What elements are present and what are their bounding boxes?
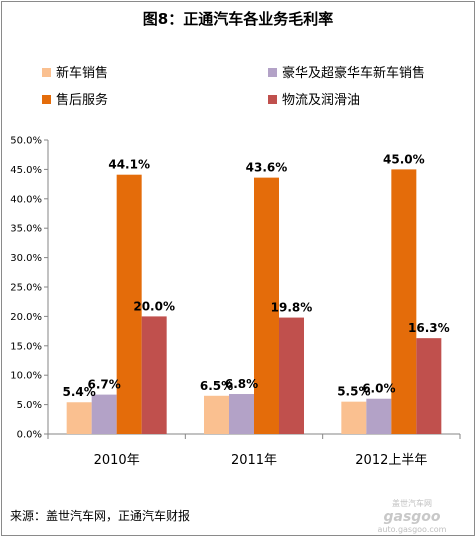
data-label: 20.0%: [133, 299, 175, 313]
y-tick-label: 25.0%: [10, 283, 42, 294]
y-tick-label: 20.0%: [10, 312, 42, 323]
data-label: 5.4%: [63, 385, 96, 399]
y-tick-label: 10.0%: [10, 371, 42, 382]
legend-label: 物流及润滑油: [282, 93, 360, 108]
y-tick-label: 0.0%: [17, 430, 42, 441]
bar: [279, 317, 304, 434]
watermark-url: auto.gasgoo.com: [378, 525, 447, 534]
legend-label: 新车销售: [56, 65, 108, 81]
bar: [66, 402, 92, 434]
data-label: 19.8%: [271, 301, 313, 315]
x-tick-label: 2011年: [231, 453, 277, 468]
y-tick-label: 35.0%: [10, 224, 42, 235]
watermark-tagline: 盖世汽车网: [392, 498, 432, 508]
bar: [416, 338, 442, 434]
bar: [366, 398, 392, 434]
data-label: 6.8%: [225, 377, 258, 391]
x-tick-label: 2010年: [94, 453, 140, 468]
data-label: 6.7%: [88, 378, 121, 392]
bar: [391, 169, 417, 434]
watermark-brand: gasgoo: [383, 509, 440, 525]
bar: [229, 394, 254, 434]
bar: [254, 177, 279, 434]
x-tick-label: 2012上半年: [355, 453, 427, 468]
data-label: 43.6%: [246, 161, 288, 175]
watermark: 盖世汽车网 gasgoo auto.gasgoo.com: [378, 498, 447, 534]
legend-swatch: [268, 68, 277, 77]
legend-swatch: [42, 68, 51, 77]
legend-swatch: [42, 95, 51, 104]
y-tick-label: 15.0%: [10, 341, 42, 352]
data-label: 16.3%: [408, 321, 450, 335]
data-labels: 5.4%6.7% 44.1% 20.0% 6.5%6.8% 43.6% 19.8% 5.5%…: [63, 152, 450, 399]
bar: [91, 394, 117, 434]
bar: [341, 401, 367, 434]
source-note: 来源：盖世汽车网，正通汽车财报: [10, 508, 190, 523]
legend-label: 售后服务: [56, 92, 108, 108]
legend-swatch: [268, 95, 277, 104]
legend-label: 豪华及超豪华车新车销售: [282, 65, 425, 81]
data-label: 6.0%: [362, 382, 395, 396]
bar: [204, 395, 229, 434]
y-tick-label: 30.0%: [10, 253, 42, 264]
data-label: 44.1%: [108, 158, 150, 172]
chart-title: 图8：正通汽车各业务毛利率: [143, 10, 333, 28]
y-tick-label: 50.0%: [10, 136, 42, 147]
bars: [66, 169, 442, 434]
y-tick-label: 45.0%: [10, 165, 42, 176]
y-tick-label: 5.0%: [17, 400, 42, 411]
bar: [141, 316, 167, 434]
data-label: 45.0%: [383, 152, 425, 166]
bar: [116, 174, 142, 434]
y-tick-label: 40.0%: [10, 194, 42, 205]
data-label: 5.5%: [337, 385, 370, 399]
data-label: 6.5%: [200, 379, 233, 393]
